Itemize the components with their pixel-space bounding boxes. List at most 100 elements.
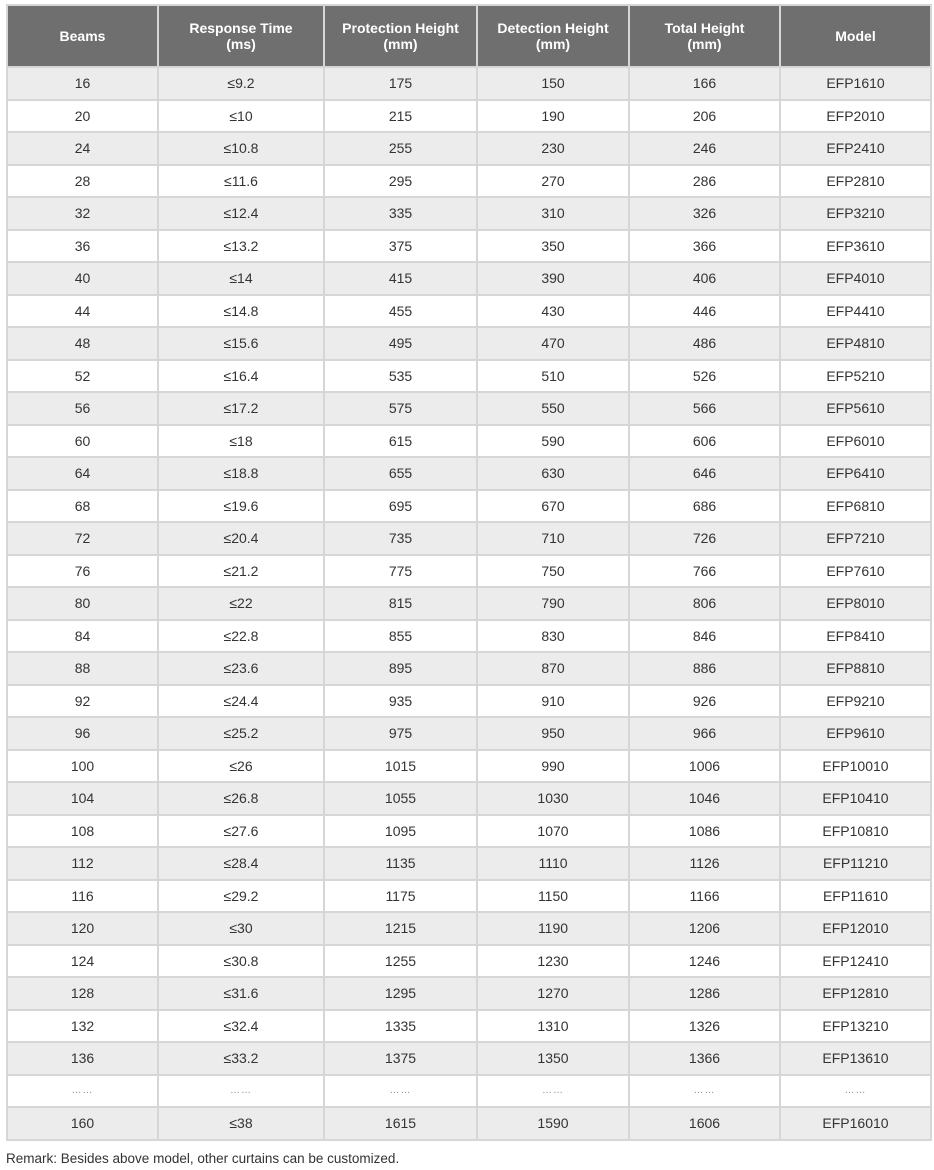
cell-model: EFP5210 [779, 358, 932, 393]
table-row: 120 ≤30 1215 1190 1206 EFP12010 [6, 911, 932, 946]
table-row: 104 ≤26.8 1055 1030 1046 EFP10410 [6, 781, 932, 816]
cell-response-time: ≤13.2 [157, 228, 325, 263]
table-row: 48 ≤15.6 495 470 486 EFP4810 [6, 326, 932, 361]
table-row: 20 ≤10 215 190 206 EFP2010 [6, 98, 932, 133]
cell-beams: 104 [6, 781, 159, 816]
cell-beams: 44 [6, 293, 159, 328]
cell-model: EFP1610 [779, 66, 932, 101]
cell-protection-height: 1055 [323, 781, 478, 816]
cell-detection-height: 1230 [476, 943, 630, 978]
cell-model: EFP12010 [779, 911, 932, 946]
header-detection-height: Detection Height (mm) [476, 4, 630, 68]
table-row: 76 ≤21.2 775 750 766 EFP7610 [6, 553, 932, 588]
cell-detection-height: 1150 [476, 878, 630, 913]
cell-total-height: 1046 [628, 781, 781, 816]
cell-beams: 112 [6, 846, 159, 881]
cell-protection-height: 1335 [323, 1008, 478, 1043]
cell-model: EFP16010 [779, 1106, 932, 1141]
cell-protection-height: 455 [323, 293, 478, 328]
table-row: 92 ≤24.4 935 910 926 EFP9210 [6, 683, 932, 718]
table-row: 40 ≤14 415 390 406 EFP4010 [6, 261, 932, 296]
cell-response-time: ≤18.8 [157, 456, 325, 491]
cell-detection-height: 670 [476, 488, 630, 523]
table-row: 60 ≤18 615 590 606 EFP6010 [6, 423, 932, 458]
cell-beams: 48 [6, 326, 159, 361]
cell-model: EFP8810 [779, 651, 932, 686]
cell-total-height: 646 [628, 456, 781, 491]
table-row: 108 ≤27.6 1095 1070 1086 EFP10810 [6, 813, 932, 848]
cell-detection-height: 790 [476, 586, 630, 621]
cell-response-time: ≤27.6 [157, 813, 325, 848]
cell-protection-height: 735 [323, 521, 478, 556]
cell-model: EFP7210 [779, 521, 932, 556]
table-row: 24 ≤10.8 255 230 246 EFP2410 [6, 131, 932, 166]
cell-total-height: 406 [628, 261, 781, 296]
table-row: 64 ≤18.8 655 630 646 EFP6410 [6, 456, 932, 491]
cell-beams: 64 [6, 456, 159, 491]
cell-beams: 80 [6, 586, 159, 621]
cell-response-time: ≤29.2 [157, 878, 325, 913]
cell-response-time: ≤26.8 [157, 781, 325, 816]
cell-response-time: …… [157, 1073, 325, 1108]
cell-total-height: 1246 [628, 943, 781, 978]
cell-detection-height: 1310 [476, 1008, 630, 1043]
cell-model: EFP2810 [779, 163, 932, 198]
cell-beams: 120 [6, 911, 159, 946]
table-row: 52 ≤16.4 535 510 526 EFP5210 [6, 358, 932, 393]
cell-protection-height: 1215 [323, 911, 478, 946]
cell-protection-height: 1255 [323, 943, 478, 978]
cell-detection-height: 390 [476, 261, 630, 296]
cell-total-height: 566 [628, 391, 781, 426]
table-row: 32 ≤12.4 335 310 326 EFP3210 [6, 196, 932, 231]
cell-detection-height: …… [476, 1073, 630, 1108]
cell-detection-height: 550 [476, 391, 630, 426]
cell-protection-height: 295 [323, 163, 478, 198]
cell-protection-height: 1375 [323, 1041, 478, 1076]
table-row: ……………………………… [6, 1073, 932, 1108]
cell-detection-height: 950 [476, 716, 630, 751]
cell-beams: 84 [6, 618, 159, 653]
table-row: 16 ≤9.2 175 150 166 EFP1610 [6, 66, 932, 101]
table-row: 80 ≤22 815 790 806 EFP8010 [6, 586, 932, 621]
cell-beams: 36 [6, 228, 159, 263]
table-row: 132 ≤32.4 1335 1310 1326 EFP13210 [6, 1008, 932, 1043]
table-row: 72 ≤20.4 735 710 726 EFP7210 [6, 521, 932, 556]
cell-response-time: ≤21.2 [157, 553, 325, 588]
table-row: 68 ≤19.6 695 670 686 EFP6810 [6, 488, 932, 523]
cell-model: EFP6410 [779, 456, 932, 491]
cell-response-time: ≤10.8 [157, 131, 325, 166]
table-row: 36 ≤13.2 375 350 366 EFP3610 [6, 228, 932, 263]
cell-protection-height: 815 [323, 586, 478, 621]
cell-beams: 96 [6, 716, 159, 751]
cell-response-time: ≤30.8 [157, 943, 325, 978]
cell-beams: 60 [6, 423, 159, 458]
cell-detection-height: 270 [476, 163, 630, 198]
cell-total-height: 886 [628, 651, 781, 686]
cell-total-height: 966 [628, 716, 781, 751]
cell-beams: 76 [6, 553, 159, 588]
cell-protection-height: 975 [323, 716, 478, 751]
cell-detection-height: 430 [476, 293, 630, 328]
cell-protection-height: 615 [323, 423, 478, 458]
cell-protection-height: 535 [323, 358, 478, 393]
cell-model: EFP4410 [779, 293, 932, 328]
cell-response-time: ≤14 [157, 261, 325, 296]
cell-protection-height: 1175 [323, 878, 478, 913]
table-row: 100 ≤26 1015 990 1006 EFP10010 [6, 748, 932, 783]
cell-beams: 40 [6, 261, 159, 296]
cell-beams: 108 [6, 813, 159, 848]
cell-total-height: 486 [628, 326, 781, 361]
cell-model: EFP4010 [779, 261, 932, 296]
cell-model: EFP2010 [779, 98, 932, 133]
cell-model: EFP12810 [779, 976, 932, 1011]
cell-model: EFP2410 [779, 131, 932, 166]
cell-total-height: 1126 [628, 846, 781, 881]
cell-protection-height: 855 [323, 618, 478, 653]
cell-total-height: 926 [628, 683, 781, 718]
cell-detection-height: 1110 [476, 846, 630, 881]
cell-model: EFP4810 [779, 326, 932, 361]
cell-beams: 24 [6, 131, 159, 166]
table-row: 96 ≤25.2 975 950 966 EFP9610 [6, 716, 932, 751]
cell-detection-height: 630 [476, 456, 630, 491]
cell-beams: 20 [6, 98, 159, 133]
